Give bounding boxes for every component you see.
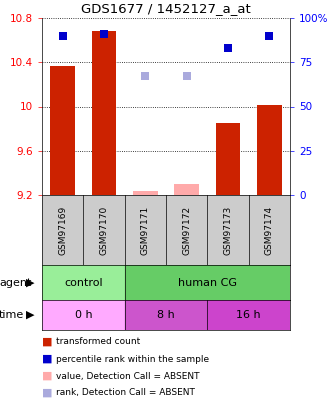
Text: 8 h: 8 h (157, 310, 175, 320)
Text: ■: ■ (42, 337, 53, 347)
Text: human CG: human CG (178, 277, 237, 288)
Text: percentile rank within the sample: percentile rank within the sample (56, 354, 209, 364)
Bar (174, 184, 199, 195)
Bar (50, 66, 75, 195)
Text: ■: ■ (42, 371, 53, 381)
Text: GSM97174: GSM97174 (265, 205, 274, 255)
Text: transformed count: transformed count (56, 337, 140, 347)
Text: GSM97173: GSM97173 (223, 205, 232, 255)
Bar (42, 265, 125, 300)
Text: ■: ■ (42, 354, 53, 364)
Text: time: time (0, 310, 24, 320)
Text: ■: ■ (42, 388, 53, 398)
Text: ▶: ▶ (26, 277, 35, 288)
Bar (207, 300, 290, 330)
Text: ▶: ▶ (26, 310, 35, 320)
Text: agent: agent (0, 277, 31, 288)
Point (267, 32, 272, 39)
Point (184, 73, 189, 80)
Bar (92, 31, 117, 195)
Point (143, 73, 148, 80)
Text: value, Detection Call = ABSENT: value, Detection Call = ABSENT (56, 371, 200, 381)
Bar (125, 300, 207, 330)
Text: GSM97171: GSM97171 (141, 205, 150, 255)
Text: 0 h: 0 h (74, 310, 92, 320)
Text: rank, Detection Call = ABSENT: rank, Detection Call = ABSENT (56, 388, 195, 397)
Title: GDS1677 / 1452127_a_at: GDS1677 / 1452127_a_at (81, 2, 251, 15)
Text: GSM97172: GSM97172 (182, 205, 191, 255)
Bar (215, 123, 240, 195)
Text: control: control (64, 277, 103, 288)
Bar (133, 191, 158, 195)
Point (225, 45, 231, 51)
Point (60, 32, 65, 39)
Point (101, 31, 107, 37)
Bar (257, 105, 282, 195)
Bar (125, 265, 290, 300)
Bar (42, 300, 125, 330)
Text: GSM97169: GSM97169 (58, 205, 67, 255)
Text: 16 h: 16 h (236, 310, 261, 320)
Text: GSM97170: GSM97170 (100, 205, 109, 255)
